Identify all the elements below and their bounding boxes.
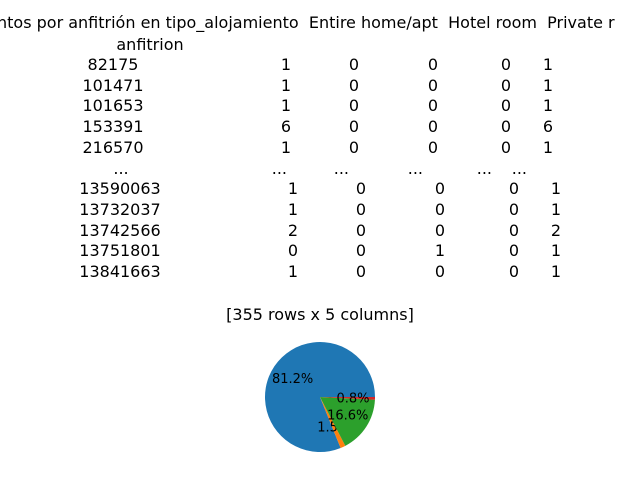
table-cell: 0 — [287, 241, 298, 261]
table-cell: 0 — [348, 137, 359, 157]
table-cell: 0 — [508, 220, 519, 240]
table-cell: 0 — [508, 179, 519, 199]
table-cell: 0 — [508, 241, 519, 261]
row-id: 82175 — [87, 55, 139, 74]
table-cell: 0 — [348, 117, 359, 137]
table-cell: 0 — [427, 55, 438, 74]
table-cell: 0 — [434, 179, 445, 199]
table-cell: ... — [407, 158, 423, 178]
table-cell: 0 — [348, 75, 359, 95]
table-cell: 1 — [287, 199, 298, 219]
pie-slice — [320, 397, 375, 400]
table-cell: 1 — [542, 55, 553, 74]
table-cell: 1 — [280, 75, 291, 95]
table-cell: 1 — [542, 137, 553, 157]
table-cell: 2 — [287, 220, 298, 240]
table-cell: 1 — [550, 199, 561, 219]
index-name: anfitrion — [116, 35, 184, 54]
table-cell: 0 — [500, 55, 511, 74]
table-cell: 0 — [427, 75, 438, 95]
table-cell: 0 — [427, 117, 438, 137]
table-cell: 0 — [348, 55, 359, 74]
table-cell: 0 — [355, 220, 366, 240]
row-id: 101471 — [82, 75, 144, 95]
table-cell: 6 — [542, 117, 553, 137]
table-cell: ... — [271, 158, 287, 178]
table-cell: 1 — [280, 55, 291, 74]
row-id: 13841663 — [79, 262, 161, 281]
table-cell: 0 — [348, 96, 359, 116]
table-cell: 1 — [287, 179, 298, 199]
table-cell: 0 — [434, 199, 445, 219]
table-cell: 6 — [280, 117, 291, 137]
table-cell: 0 — [500, 96, 511, 116]
row-id: 13751801 — [79, 241, 161, 261]
ellipsis-row-id: ... — [113, 158, 129, 178]
table-cell: 0 — [500, 117, 511, 137]
table-cell: 1 — [434, 241, 445, 261]
table-cell: 0 — [355, 241, 366, 261]
table-cell: ... — [476, 158, 492, 178]
table-cell: 0 — [508, 199, 519, 219]
pie-slice — [320, 397, 375, 446]
row-id: 13732037 — [79, 199, 161, 219]
row-id: 13742566 — [79, 220, 161, 240]
table-cell: 1 — [550, 179, 561, 199]
table-cell: 1 — [550, 262, 561, 281]
row-id: 153391 — [82, 117, 144, 137]
table-cell: 2 — [550, 220, 561, 240]
table-cell: 0 — [508, 262, 519, 281]
table-cell: 0 — [355, 262, 366, 281]
table-cell: 0 — [500, 75, 511, 95]
row-id: 216570 — [82, 137, 144, 157]
header-line: ntos por anfitrión en tipo_alojamiento E… — [0, 13, 615, 32]
table-cell: 0 — [500, 137, 511, 157]
pie-slice — [320, 397, 346, 448]
pie-slice-label: 16.6% — [327, 408, 368, 423]
table-cell: 0 — [434, 262, 445, 281]
row-id: 101653 — [82, 96, 144, 116]
table-cell: 0 — [427, 96, 438, 116]
table-cell: 1 — [280, 96, 291, 116]
table-cell: 0 — [427, 137, 438, 157]
table-cell: 1 — [280, 137, 291, 157]
table-cell: ... — [333, 158, 349, 178]
table-cell: 0 — [355, 179, 366, 199]
table-cell: 0 — [355, 199, 366, 219]
table-cell: 1 — [550, 241, 561, 261]
table-cell: 1 — [542, 96, 553, 116]
table-cell: 1 — [542, 75, 553, 95]
pie-slice-label: 81.2% — [272, 372, 313, 387]
dataframe-shape-label: [355 rows x 5 columns] — [226, 305, 414, 324]
table-cell: 1 — [287, 262, 298, 281]
pie-slice-label: 0.8% — [336, 391, 369, 406]
row-id: 13590063 — [79, 179, 161, 199]
table-cell: 0 — [434, 220, 445, 240]
table-cell: ... — [511, 158, 527, 178]
